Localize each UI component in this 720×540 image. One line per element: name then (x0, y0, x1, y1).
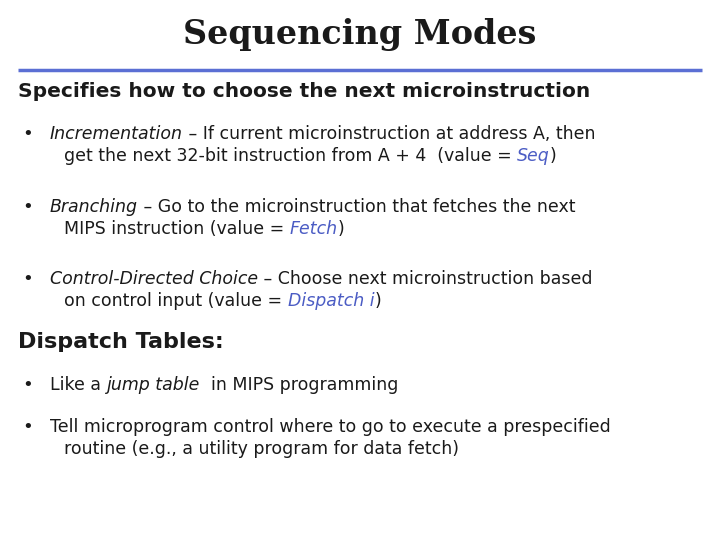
Text: Specifies how to choose the next microinstruction: Specifies how to choose the next microin… (18, 82, 590, 101)
Text: Incrementation: Incrementation (50, 125, 183, 143)
Text: routine (e.g., a utility program for data fetch): routine (e.g., a utility program for dat… (64, 440, 459, 458)
Text: get the next 32-bit instruction from A + 4  (value =: get the next 32-bit instruction from A +… (64, 147, 517, 165)
Text: Sequencing Modes: Sequencing Modes (184, 18, 536, 51)
Text: – Choose next microinstruction based: – Choose next microinstruction based (258, 270, 593, 288)
Text: Like a: Like a (50, 376, 107, 394)
Text: ): ) (374, 292, 381, 310)
Text: – Go to the microinstruction that fetches the next: – Go to the microinstruction that fetche… (138, 198, 575, 216)
Text: Fetch: Fetch (289, 220, 338, 238)
Text: •: • (22, 198, 32, 216)
Text: – If current microinstruction at address A, then: – If current microinstruction at address… (183, 125, 595, 143)
Text: Dispatch i: Dispatch i (287, 292, 374, 310)
Text: MIPS instruction (value =: MIPS instruction (value = (64, 220, 289, 238)
Text: Branching: Branching (50, 198, 138, 216)
Text: in MIPS programming: in MIPS programming (200, 376, 398, 394)
Text: ): ) (338, 220, 345, 238)
Text: •: • (22, 125, 32, 143)
Text: Dispatch Tables:: Dispatch Tables: (18, 332, 224, 352)
Text: ): ) (550, 147, 557, 165)
Text: jump table: jump table (107, 376, 200, 394)
Text: Seq: Seq (517, 147, 550, 165)
Text: on control input (value =: on control input (value = (64, 292, 287, 310)
Text: Tell microprogram control where to go to execute a prespecified: Tell microprogram control where to go to… (50, 418, 611, 436)
Text: Control-Directed Choice: Control-Directed Choice (50, 270, 258, 288)
Text: •: • (22, 376, 32, 394)
Text: •: • (22, 418, 32, 436)
Text: •: • (22, 270, 32, 288)
